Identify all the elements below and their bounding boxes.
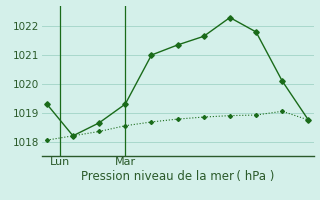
X-axis label: Pression niveau de la mer ( hPa ): Pression niveau de la mer ( hPa ) — [81, 170, 274, 183]
